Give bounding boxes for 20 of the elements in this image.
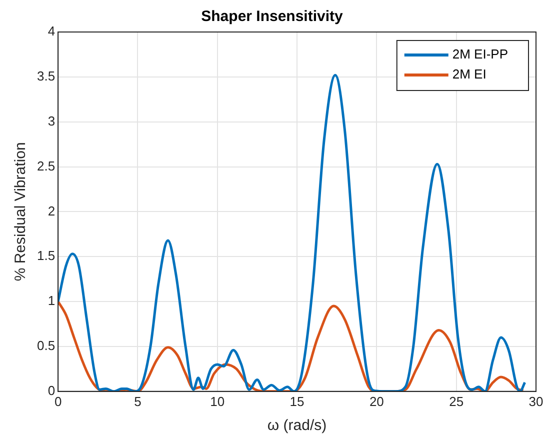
x-tick-label: 15 <box>290 394 304 409</box>
y-tick-label: 3 <box>48 113 56 128</box>
chart-title: Shaper Insensitivity <box>201 8 344 26</box>
y-tick-label: 0 <box>48 382 56 398</box>
y-tick-label: 1.5 <box>36 248 56 264</box>
x-axis-title: ω (rad/s) <box>267 417 327 434</box>
y-tick-label: 0.5 <box>36 338 56 354</box>
x-tick-label: 30 <box>528 394 544 409</box>
x-tick-label: 5 <box>134 394 142 409</box>
legend-label: 2M EI-PP <box>452 46 508 62</box>
x-tick-label: 25 <box>449 394 464 409</box>
x-tick-label: 10 <box>210 394 225 409</box>
y-tick-label: 2 <box>48 203 56 218</box>
y-axis-title: % Residual Vibration <box>12 142 30 282</box>
y-tick-label: 2.5 <box>36 158 56 174</box>
x-tick-label: 20 <box>369 394 384 409</box>
y-tick-label: 3.5 <box>36 68 56 84</box>
y-tick-label: 1 <box>48 293 56 308</box>
legend-label: 2M EI <box>452 66 486 82</box>
y-tick-label: 4 <box>48 24 56 39</box>
